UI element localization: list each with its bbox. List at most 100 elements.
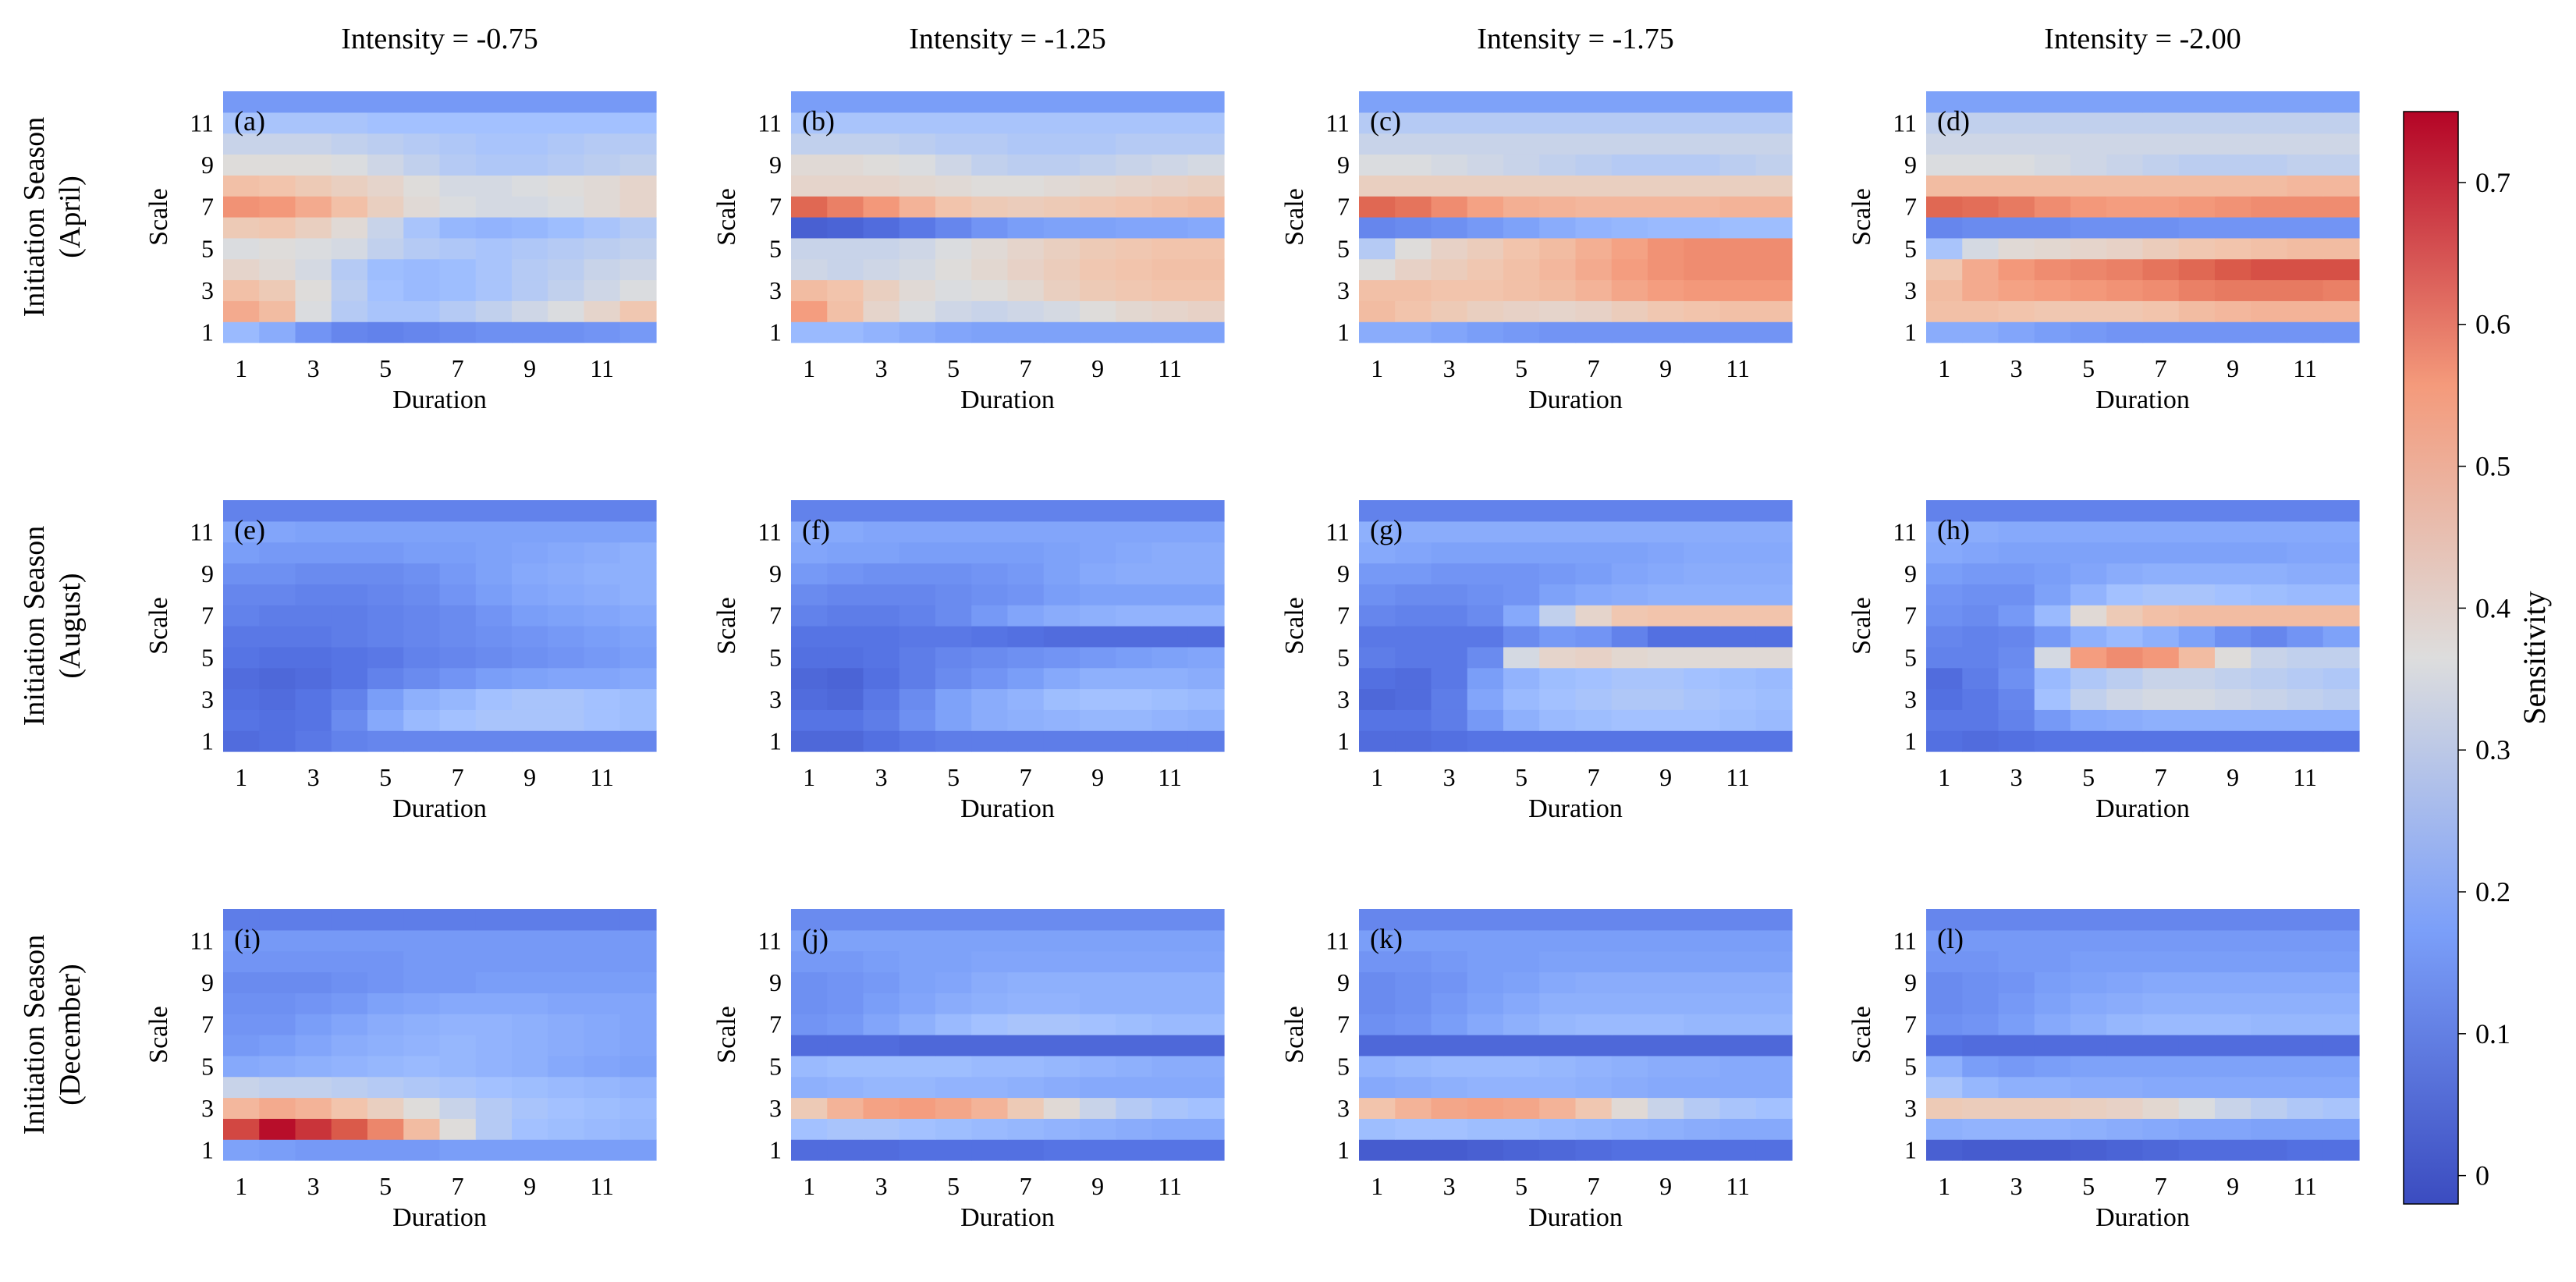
- heatmap-cell: [295, 584, 332, 605]
- heatmap-cell: [1611, 321, 1648, 343]
- heatmap-cell: [863, 258, 900, 281]
- heatmap-cell: [2215, 709, 2251, 731]
- heatmap-cell: [1116, 563, 1153, 584]
- heatmap-cell: [2142, 1055, 2180, 1078]
- heatmap-cell: [899, 1139, 936, 1161]
- heatmap-cell: [1684, 1097, 1721, 1119]
- heatmap-cell: [1395, 993, 1432, 1014]
- heatmap-cell: [1395, 563, 1432, 584]
- heatmap-cell: [863, 709, 900, 731]
- heatmap-cell: [619, 909, 657, 931]
- heatmap-cell: [1431, 1055, 1468, 1078]
- heatmap-cell: [1043, 909, 1080, 931]
- heatmap-cell: [1926, 133, 1963, 155]
- heatmap-cell: [1007, 709, 1045, 731]
- heatmap-cell: [331, 217, 368, 239]
- heatmap-cell: [1755, 91, 1793, 113]
- heatmap-cell: [1998, 993, 2035, 1014]
- heatmap-cell: [791, 605, 828, 627]
- heatmap-cell: [1648, 626, 1684, 648]
- heatmap-cell: [2106, 1076, 2144, 1099]
- heatmap-cell: [2215, 1055, 2251, 1078]
- heatmap-cell: [2215, 217, 2251, 239]
- y-tick-label: 1: [1904, 318, 1917, 346]
- heatmap-cell: [439, 520, 477, 543]
- heatmap-cell: [2215, 133, 2251, 155]
- heatmap-cell: [2106, 237, 2144, 260]
- x-tick-label: 3: [307, 1172, 320, 1200]
- heatmap-cell: [367, 520, 404, 543]
- heatmap-cell: [475, 667, 513, 690]
- heatmap-cell: [2070, 950, 2107, 973]
- heatmap-cell: [2322, 217, 2360, 239]
- y-tick-label: 5: [201, 643, 214, 671]
- y-tick-label: 7: [769, 602, 782, 630]
- heatmap-cell: [2251, 929, 2288, 952]
- heatmap-cell: [1151, 688, 1189, 710]
- heatmap-cell: [1359, 217, 1396, 239]
- heatmap-cell: [935, 112, 972, 134]
- heatmap-cell: [331, 1139, 368, 1161]
- x-tick-label: 9: [1659, 763, 1672, 791]
- heatmap-cell: [935, 730, 972, 752]
- heatmap-cell: [791, 646, 828, 669]
- heatmap-cell: [2215, 1118, 2251, 1140]
- x-tick-label: 9: [1091, 1172, 1104, 1200]
- heatmap-cell: [548, 520, 585, 543]
- heatmap-cell: [2178, 1055, 2216, 1078]
- heatmap-cell: [2034, 217, 2071, 239]
- heatmap-cell: [439, 605, 477, 627]
- heatmap-cell: [512, 993, 548, 1014]
- heatmap-cell: [439, 688, 477, 710]
- y-tick-label: 1: [201, 1136, 214, 1164]
- heatmap-cell: [2287, 520, 2324, 543]
- heatmap-cell: [1116, 133, 1153, 155]
- heatmap-cell: [2215, 626, 2251, 648]
- heatmap-cell: [827, 196, 864, 218]
- x-axis-label: Duration: [1528, 1203, 1623, 1232]
- heatmap-cell: [1539, 500, 1577, 522]
- heatmap-cell: [1719, 605, 1757, 627]
- heatmap-cell: [1151, 175, 1189, 197]
- heatmap-cell: [935, 929, 972, 952]
- heatmap-cell: [367, 500, 404, 522]
- heatmap-cell: [2178, 950, 2216, 973]
- heatmap-cell: [899, 1118, 936, 1140]
- heatmap-cell: [1755, 321, 1793, 343]
- y-tick-label: 3: [1904, 685, 1917, 713]
- heatmap-cell: [1998, 175, 2035, 197]
- heatmap-cell: [1467, 605, 1504, 627]
- heatmap-cell: [1962, 1139, 1999, 1161]
- x-tick-label: 5: [1515, 763, 1528, 791]
- heatmap-cell: [584, 950, 621, 973]
- heatmap-cell: [1503, 1014, 1540, 1035]
- heatmap-cell: [1648, 321, 1684, 343]
- heatmap-cell: [1043, 520, 1080, 543]
- heatmap-cell: [439, 175, 477, 197]
- heatmap-cell: [2142, 909, 2180, 931]
- heatmap-cell: [1648, 300, 1684, 322]
- heatmap-cell: [259, 542, 296, 564]
- x-tick-label: 11: [2293, 763, 2317, 791]
- heatmap-cell: [1043, 993, 1080, 1014]
- heatmap-cell: [1719, 279, 1757, 301]
- heatmap-cell: [2287, 688, 2324, 710]
- heatmap-cell: [1080, 1097, 1116, 1119]
- heatmap-cell: [971, 175, 1009, 197]
- heatmap-cell: [331, 1076, 368, 1099]
- heatmap-cell: [619, 1097, 657, 1119]
- heatmap-cell: [2215, 1139, 2251, 1161]
- heatmap-cell: [2287, 133, 2324, 155]
- heatmap-cell: [475, 1055, 513, 1078]
- heatmap-cell: [791, 542, 828, 564]
- heatmap-cell: [1116, 175, 1153, 197]
- heatmap-cell: [548, 112, 585, 134]
- heatmap-cell: [1719, 929, 1757, 952]
- heatmap-cell: [584, 258, 621, 281]
- heatmap-cell: [1926, 563, 1963, 584]
- heatmap-cell: [403, 1118, 441, 1140]
- heatmap-cell: [1187, 196, 1225, 218]
- heatmap-cell: [1926, 584, 1963, 605]
